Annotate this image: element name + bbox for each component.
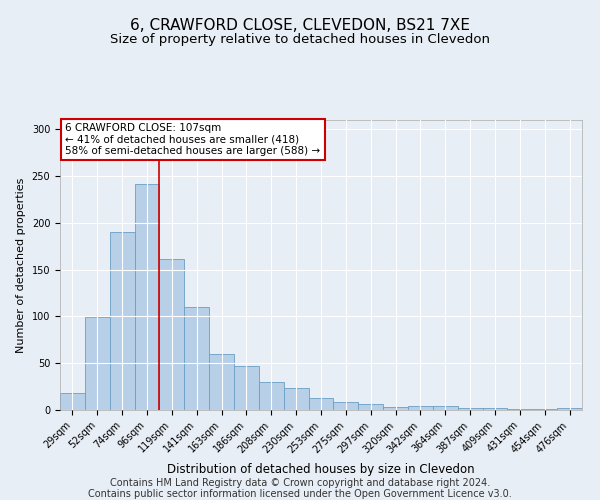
Bar xyxy=(110,232,134,410)
Bar xyxy=(160,260,184,410)
Bar xyxy=(85,318,110,410)
Bar xyxy=(557,408,582,410)
Text: 6, CRAWFORD CLOSE, CLEVEDON, BS21 7XE: 6, CRAWFORD CLOSE, CLEVEDON, BS21 7XE xyxy=(130,18,470,32)
Bar xyxy=(308,398,334,410)
Bar xyxy=(259,382,284,410)
Bar xyxy=(184,307,209,410)
Y-axis label: Number of detached properties: Number of detached properties xyxy=(16,178,26,352)
Bar xyxy=(284,388,308,410)
Bar xyxy=(209,354,234,410)
Bar xyxy=(532,409,557,410)
Bar xyxy=(358,404,383,410)
Bar xyxy=(383,407,408,410)
Bar xyxy=(508,409,532,410)
Bar xyxy=(433,406,458,410)
X-axis label: Distribution of detached houses by size in Clevedon: Distribution of detached houses by size … xyxy=(167,463,475,476)
Text: Contains HM Land Registry data © Crown copyright and database right 2024.: Contains HM Land Registry data © Crown c… xyxy=(110,478,490,488)
Text: Size of property relative to detached houses in Clevedon: Size of property relative to detached ho… xyxy=(110,32,490,46)
Bar xyxy=(482,408,508,410)
Bar xyxy=(134,184,160,410)
Bar xyxy=(234,366,259,410)
Text: Contains public sector information licensed under the Open Government Licence v3: Contains public sector information licen… xyxy=(88,489,512,499)
Bar xyxy=(334,402,358,410)
Bar xyxy=(60,393,85,410)
Bar xyxy=(408,406,433,410)
Bar xyxy=(458,408,482,410)
Text: 6 CRAWFORD CLOSE: 107sqm
← 41% of detached houses are smaller (418)
58% of semi-: 6 CRAWFORD CLOSE: 107sqm ← 41% of detach… xyxy=(65,123,320,156)
